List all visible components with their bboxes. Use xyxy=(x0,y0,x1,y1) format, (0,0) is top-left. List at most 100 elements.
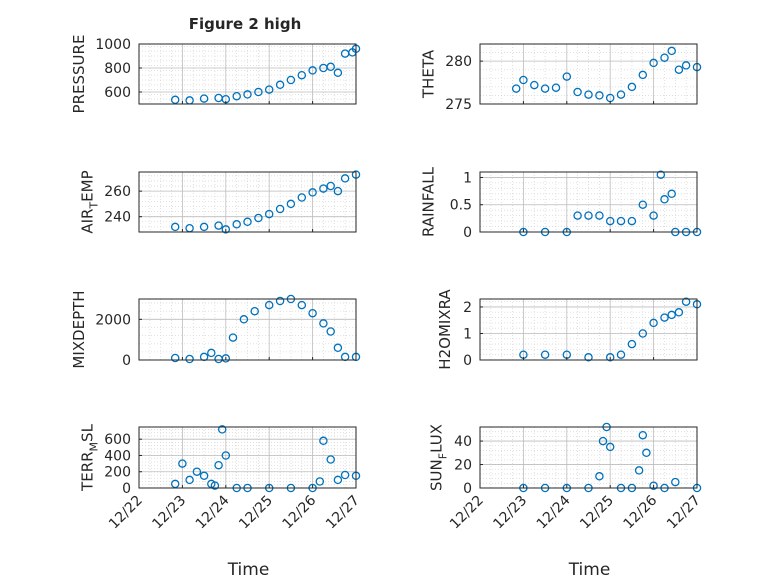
data-point xyxy=(308,308,317,318)
data-point xyxy=(605,442,615,452)
y-tick-label: 0.5 xyxy=(450,198,472,214)
data-point xyxy=(333,68,343,78)
y-tick-label: 275 xyxy=(445,97,472,113)
data-point xyxy=(326,181,335,191)
data-point xyxy=(573,211,582,220)
data-point xyxy=(616,350,626,359)
data-point xyxy=(638,70,648,80)
data-point xyxy=(199,222,209,232)
data-point xyxy=(540,350,550,359)
data-point xyxy=(595,211,604,220)
data-point xyxy=(199,94,209,103)
data-point xyxy=(264,300,274,310)
y-tick-label: 0 xyxy=(122,353,131,369)
data-point xyxy=(573,87,582,97)
data-point xyxy=(250,306,259,316)
data-point xyxy=(649,318,658,328)
data-point xyxy=(616,90,626,99)
data-point xyxy=(210,481,220,490)
y-tick-label: 0 xyxy=(122,481,131,497)
y-tick-label: 0 xyxy=(463,353,472,369)
data-point xyxy=(638,329,648,338)
data-point xyxy=(551,83,561,92)
data-point xyxy=(275,80,285,90)
data-point xyxy=(170,95,180,105)
y-tick-label: 200 xyxy=(104,465,131,481)
x-tick-label: 12/24 xyxy=(534,492,574,532)
subplot-theta: 275 280 THETA xyxy=(419,43,702,113)
data-point xyxy=(178,459,187,468)
y-tick-label: 260 xyxy=(104,184,131,200)
y-tick-label: 2000 xyxy=(95,312,131,328)
data-point xyxy=(660,53,669,62)
data-point xyxy=(214,93,223,103)
data-point xyxy=(616,216,626,226)
data-point xyxy=(333,475,343,485)
axes-box xyxy=(479,171,698,233)
data-point xyxy=(319,319,328,328)
data-point xyxy=(649,58,658,68)
data-point xyxy=(326,455,335,464)
data-point xyxy=(598,436,608,446)
y-tick-label: 0 xyxy=(463,481,472,497)
data-point xyxy=(207,348,216,358)
x-tick-label: 12/27 xyxy=(664,493,704,533)
data-point xyxy=(319,436,328,446)
x-tick-label: 12/27 xyxy=(323,493,363,533)
data-point xyxy=(170,353,180,363)
y-axis-label: TERRMSL xyxy=(78,423,100,492)
axes-box xyxy=(479,426,698,489)
data-point xyxy=(221,354,231,363)
data-point xyxy=(605,216,615,226)
data-point xyxy=(584,90,593,99)
data-point xyxy=(530,80,539,90)
data-point xyxy=(595,91,604,100)
data-point xyxy=(627,339,637,349)
y-tick-label: 400 xyxy=(104,448,131,464)
data-point xyxy=(254,87,263,97)
y-tick-label: 1000 xyxy=(95,37,131,53)
subplot-mixdepth: 0 2000 MIXDEPTH xyxy=(70,290,361,369)
data-point xyxy=(660,313,669,322)
y-tick-label: 600 xyxy=(104,85,131,101)
data-point xyxy=(333,186,343,196)
data-point xyxy=(297,70,307,80)
data-point xyxy=(340,174,350,183)
x-axis-label: Time xyxy=(227,560,270,580)
data-point xyxy=(540,84,550,93)
data-point xyxy=(221,451,231,460)
data-point xyxy=(667,310,676,320)
data-point xyxy=(315,477,325,486)
x-tick-label: 12/25 xyxy=(577,493,617,533)
data-point xyxy=(667,46,676,56)
data-point xyxy=(333,343,343,353)
data-point xyxy=(562,72,572,81)
data-point xyxy=(185,475,194,485)
y-tick-label: 1 xyxy=(463,326,472,342)
y-axis-label: H2OMIXRA xyxy=(436,289,454,370)
data-point xyxy=(214,354,223,364)
y-axis-label: AIRTEMP xyxy=(78,170,100,233)
data-point xyxy=(239,315,249,324)
data-point xyxy=(232,220,241,229)
x-tick-label: 12/24 xyxy=(193,492,233,532)
data-point xyxy=(638,200,648,209)
data-point xyxy=(519,75,528,85)
data-point xyxy=(243,217,252,227)
data-point xyxy=(340,470,350,480)
data-point xyxy=(584,353,593,362)
x-tick-label: 12/23 xyxy=(490,493,530,533)
data-point xyxy=(605,353,615,362)
data-point xyxy=(286,75,296,85)
axes-box xyxy=(138,426,357,489)
y-axis-label: SUNFLUX xyxy=(428,424,450,491)
data-point xyxy=(649,211,658,220)
data-point xyxy=(308,188,317,197)
data-point xyxy=(511,84,521,93)
data-point xyxy=(185,354,194,364)
y-axis-label: RAINFALL xyxy=(419,166,437,237)
data-point xyxy=(681,61,691,70)
